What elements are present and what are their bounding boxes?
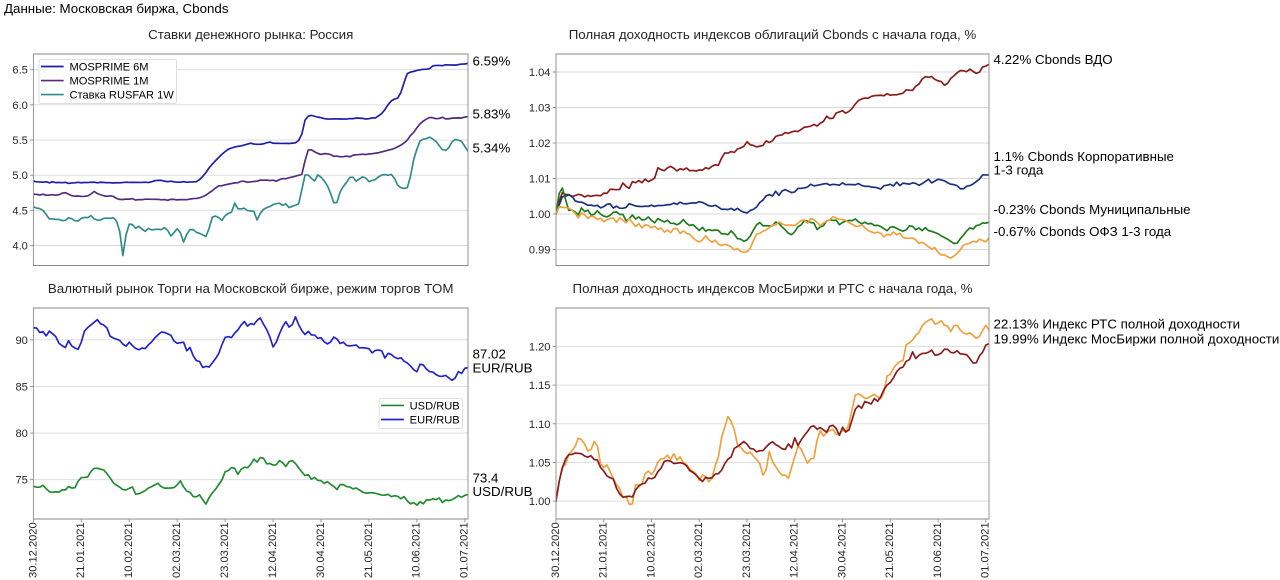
svg-text:5.0: 5.0 xyxy=(12,170,27,182)
svg-text:5.34%: 5.34% xyxy=(473,141,511,156)
svg-text:6.5: 6.5 xyxy=(12,65,27,77)
svg-text:1.10: 1.10 xyxy=(529,419,551,431)
svg-text:1.1% Cbonds Корпоративные: 1.1% Cbonds Корпоративные xyxy=(994,149,1174,164)
svg-text:EUR/RUB: EUR/RUB xyxy=(410,414,460,426)
svg-text:12.04.2021: 12.04.2021 xyxy=(267,522,279,578)
svg-text:1.02: 1.02 xyxy=(529,138,551,150)
svg-text:23.03.2021: 23.03.2021 xyxy=(741,522,753,578)
svg-text:MOSPRIME 1M: MOSPRIME 1M xyxy=(70,75,149,87)
svg-text:22.13% Индекс РТС полной доход: 22.13% Индекс РТС полной доходности xyxy=(994,317,1241,332)
svg-text:0.99: 0.99 xyxy=(529,245,551,257)
svg-text:4.0: 4.0 xyxy=(12,241,27,253)
svg-text:1.04: 1.04 xyxy=(529,67,551,79)
svg-text:Валютный рынок Торги на Москов: Валютный рынок Торги на Московской бирже… xyxy=(48,281,454,296)
svg-text:1.15: 1.15 xyxy=(529,380,551,392)
svg-text:90: 90 xyxy=(15,335,27,347)
svg-text:6.0: 6.0 xyxy=(12,100,27,112)
svg-text:30.12.2020: 30.12.2020 xyxy=(550,522,562,578)
svg-text:USD/RUB: USD/RUB xyxy=(410,400,460,412)
svg-text:10.06.2021: 10.06.2021 xyxy=(932,522,944,578)
svg-text:21.01.2021: 21.01.2021 xyxy=(598,522,610,578)
svg-text:30.12.2020: 30.12.2020 xyxy=(27,522,39,578)
svg-text:85: 85 xyxy=(15,381,27,393)
svg-text:Полная доходность индексов Мос: Полная доходность индексов МосБиржи и РТ… xyxy=(573,281,973,296)
svg-text:73.4: 73.4 xyxy=(473,470,500,485)
svg-text:01.07.2021: 01.07.2021 xyxy=(459,522,471,578)
svg-text:12.04.2021: 12.04.2021 xyxy=(789,522,801,578)
svg-text:1.00: 1.00 xyxy=(529,496,551,508)
svg-text:Полная доходность индексов обл: Полная доходность индексов облигаций Cbo… xyxy=(569,27,977,42)
svg-text:21.01.2021: 21.01.2021 xyxy=(75,522,87,578)
svg-text:Ставки денежного рынка: Россия: Ставки денежного рынка: Россия xyxy=(148,27,353,42)
svg-text:30.04.2021: 30.04.2021 xyxy=(315,522,327,578)
svg-text:23.03.2021: 23.03.2021 xyxy=(219,522,231,578)
svg-text:80: 80 xyxy=(15,428,27,440)
svg-text:USD/RUB: USD/RUB xyxy=(473,484,533,499)
svg-text:1.00: 1.00 xyxy=(529,209,551,221)
svg-text:01.07.2021: 01.07.2021 xyxy=(980,522,992,578)
svg-text:19.99% Индекс МосБиржи полной: 19.99% Индекс МосБиржи полной доходности xyxy=(994,332,1280,347)
svg-text:5.5: 5.5 xyxy=(12,135,27,147)
svg-text:10.06.2021: 10.06.2021 xyxy=(411,522,423,578)
svg-text:75: 75 xyxy=(15,475,27,487)
svg-text:1-3 года: 1-3 года xyxy=(994,163,1044,178)
svg-text:MOSPRIME 6M: MOSPRIME 6M xyxy=(70,61,149,73)
svg-text:10.02.2021: 10.02.2021 xyxy=(123,522,135,578)
svg-text:1.03: 1.03 xyxy=(529,103,551,115)
svg-text:4.5: 4.5 xyxy=(12,205,27,217)
svg-text:1.01: 1.01 xyxy=(529,174,551,186)
svg-text:Данные: Московская биржа, Cbon: Данные: Московская биржа, Cbonds xyxy=(4,1,229,16)
svg-text:4.22% Cbonds ВДО: 4.22% Cbonds ВДО xyxy=(994,52,1113,67)
svg-text:-0.67% Cbonds ОФЗ 1-3 года: -0.67% Cbonds ОФЗ 1-3 года xyxy=(994,224,1172,239)
svg-text:30.04.2021: 30.04.2021 xyxy=(836,522,848,578)
svg-text:21.05.2021: 21.05.2021 xyxy=(884,522,896,578)
svg-text:Ставка RUSFAR 1W: Ставка RUSFAR 1W xyxy=(70,89,175,101)
svg-text:10.02.2021: 10.02.2021 xyxy=(645,522,657,578)
svg-text:1.20: 1.20 xyxy=(529,341,551,353)
svg-text:02.03.2021: 02.03.2021 xyxy=(171,522,183,578)
svg-text:EUR/RUB: EUR/RUB xyxy=(473,360,533,375)
svg-text:5.83%: 5.83% xyxy=(473,107,511,122)
svg-text:02.03.2021: 02.03.2021 xyxy=(693,522,705,578)
svg-text:87.02: 87.02 xyxy=(473,347,506,362)
svg-text:1.05: 1.05 xyxy=(529,457,551,469)
svg-text:6.59%: 6.59% xyxy=(473,54,511,69)
svg-text:-0.23% Cbonds Муниципальные: -0.23% Cbonds Муниципальные xyxy=(994,202,1191,217)
svg-text:21.05.2021: 21.05.2021 xyxy=(363,522,375,578)
